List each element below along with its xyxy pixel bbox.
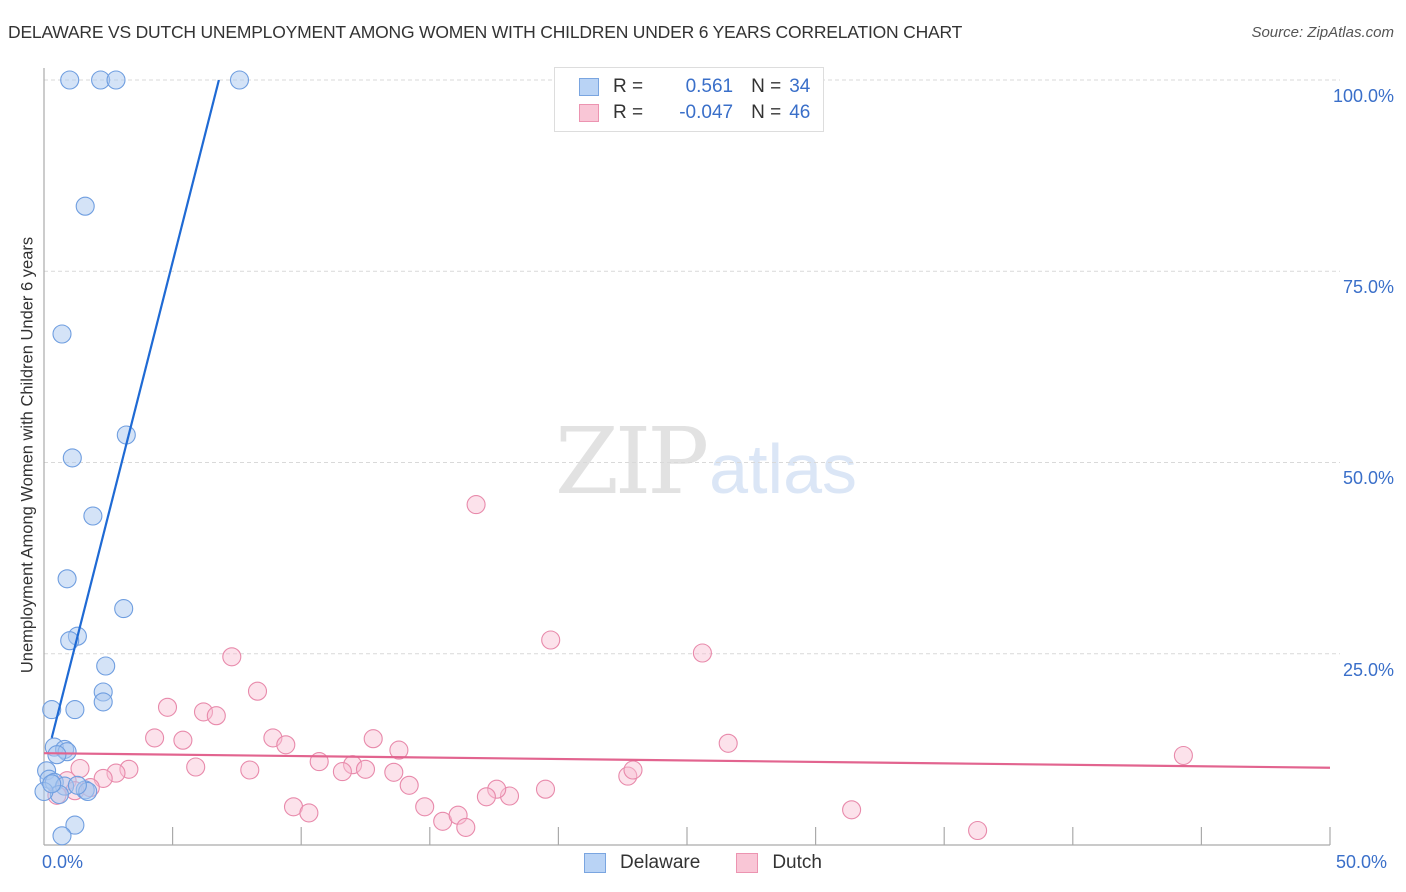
data-point [332, 762, 352, 782]
data-point [456, 817, 476, 837]
legend-item-dutch[interactable]: Dutch [736, 852, 822, 874]
data-point [42, 700, 62, 720]
data-point [57, 569, 77, 589]
data-point [106, 70, 126, 90]
dutch-swatch [579, 104, 599, 122]
data-point [65, 815, 85, 835]
data-point [193, 702, 214, 722]
watermark-zip: ZIP [555, 408, 709, 515]
data-point [222, 647, 242, 667]
dutch-trendline [43, 752, 1331, 769]
r-value: 0.561 [685, 76, 734, 97]
data-point [52, 826, 72, 846]
data-point [448, 805, 468, 825]
correlation-legend: R = 0.561 N = 34 R = -0.047 N = 46 [554, 67, 824, 132]
data-point [62, 448, 82, 468]
data-point [299, 803, 319, 823]
r-label: R = [613, 102, 644, 123]
x-tick-0: 0.0% [42, 852, 84, 872]
watermark-atlas: atlas [709, 430, 858, 508]
data-point [535, 779, 556, 799]
data-point [399, 775, 419, 795]
y-tick-50: 50.0% [1342, 468, 1394, 488]
legend-item-delaware[interactable]: Delaware [584, 852, 700, 874]
data-point [692, 643, 712, 663]
delaware-trendline [50, 79, 220, 739]
data-point [52, 324, 72, 344]
data-point [186, 757, 206, 777]
data-point [114, 599, 134, 619]
delaware-swatch [584, 853, 607, 873]
data-point [618, 766, 638, 786]
data-point [173, 730, 193, 750]
x-tick-50: 50.0% [1336, 852, 1388, 872]
data-point [106, 763, 126, 783]
n-label: N = [751, 76, 782, 97]
data-point [466, 495, 486, 515]
dutch-swatch [736, 853, 759, 873]
delaware-points [34, 70, 250, 846]
data-point [229, 70, 250, 90]
data-point [93, 768, 113, 788]
legend-label: Delaware [620, 852, 701, 873]
data-point [96, 656, 116, 676]
data-point [276, 735, 296, 755]
data-point [65, 700, 85, 720]
data-point [119, 759, 139, 779]
data-point [60, 70, 80, 90]
data-point [541, 630, 561, 650]
y-tick-75: 75.0% [1342, 277, 1394, 297]
data-point [389, 740, 409, 760]
data-point [718, 733, 738, 753]
legend-row-dutch: R = -0.047 N = 46 [579, 101, 810, 125]
data-point [240, 760, 260, 780]
data-point [93, 692, 113, 712]
data-point [476, 787, 496, 807]
data-point [355, 759, 376, 779]
data-point [842, 800, 862, 820]
zipatlas-watermark: ZIPatlas [555, 408, 857, 515]
data-point [487, 779, 507, 799]
data-point [1173, 745, 1193, 766]
data-point [363, 729, 383, 749]
grid-lines [44, 79, 1340, 655]
delaware-swatch [579, 78, 599, 96]
chart-title: DELAWARE VS DUTCH UNEMPLOYMENT AMONG WOM… [8, 22, 963, 42]
data-point [42, 774, 62, 794]
y-tick-100: 100.0% [1332, 86, 1394, 106]
series-legend: Delaware Dutch [0, 852, 1406, 874]
data-point [415, 797, 435, 817]
data-point [623, 760, 643, 780]
y-tick-25: 25.0% [1342, 660, 1394, 680]
y-axis-label: Unemployment Among Women with Children U… [18, 236, 37, 674]
data-point [83, 506, 103, 526]
axes [43, 68, 1331, 846]
source-credit: Source: ZipAtlas.com [1251, 24, 1394, 41]
n-label: N = [751, 102, 782, 123]
data-point [157, 697, 178, 717]
data-point [47, 745, 67, 765]
data-point [968, 820, 988, 841]
r-value: -0.047 [679, 102, 734, 123]
data-point [206, 706, 226, 726]
data-point [384, 762, 404, 782]
legend-label: Dutch [772, 852, 822, 873]
trendlines [43, 79, 1331, 769]
data-point [145, 728, 165, 748]
legend-row-delaware: R = 0.561 N = 34 [579, 75, 810, 99]
data-point [247, 681, 268, 701]
data-point [67, 775, 87, 795]
dutch-points [47, 495, 1193, 841]
n-value: 46 [789, 102, 811, 123]
r-label: R = [613, 76, 644, 97]
data-point [75, 196, 95, 216]
n-value: 34 [789, 76, 811, 97]
